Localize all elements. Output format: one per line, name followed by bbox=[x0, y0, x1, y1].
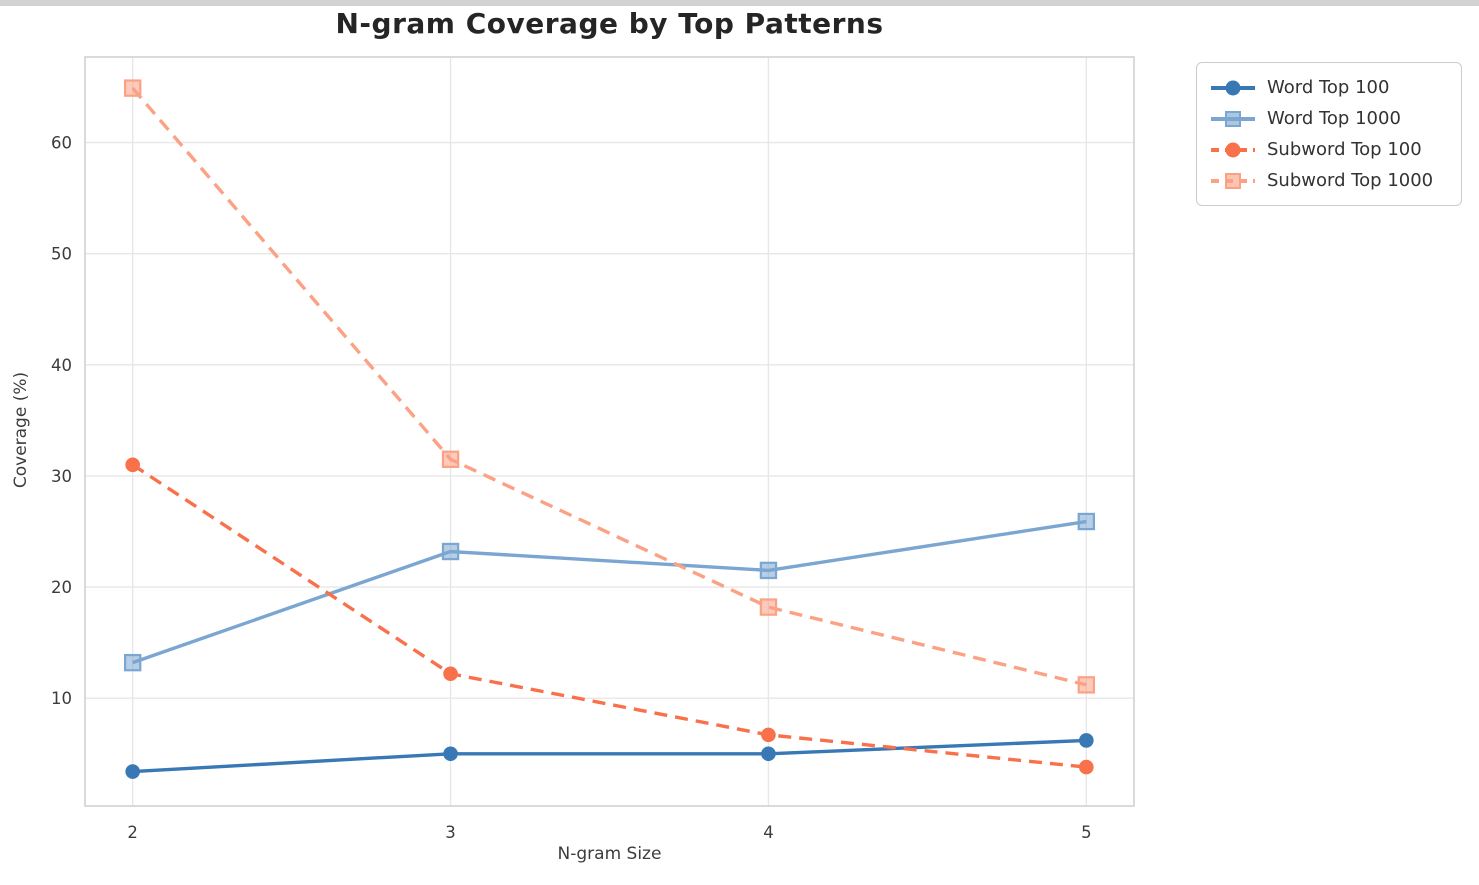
marker-word-top-1000-x4 bbox=[759, 561, 778, 580]
legend-item-subword-top-1000: Subword Top 1000 bbox=[1211, 167, 1447, 194]
legend-label: Word Top 1000 bbox=[1267, 108, 1401, 129]
legend-dashed-square-icon bbox=[1211, 172, 1255, 190]
y-tick-label-20: 20 bbox=[51, 578, 72, 597]
legend-label: Subword Top 100 bbox=[1267, 139, 1422, 160]
y-tick-label-40: 40 bbox=[51, 356, 72, 375]
marker-subword-top-100-x3 bbox=[443, 666, 458, 682]
x-tick-label-3: 3 bbox=[445, 823, 456, 842]
marker-subword-top-100-x4 bbox=[761, 727, 776, 743]
window-top-edge bbox=[0, 0, 1479, 6]
marker-word-top-100-x2 bbox=[125, 764, 140, 779]
marker-subword-top-1000-x4 bbox=[759, 598, 778, 616]
legend-solid-circle-icon bbox=[1211, 79, 1255, 97]
marker-subword-top-1000-x3 bbox=[441, 450, 460, 468]
y-axis-label: Coverage (%) bbox=[11, 371, 31, 489]
series-line-subword-top-100 bbox=[131, 463, 1087, 769]
legend-label: Word Top 100 bbox=[1267, 77, 1390, 98]
legend: Word Top 100 Word Top 1000 Subword Top 100… bbox=[1196, 62, 1462, 206]
marker-word-top-100-x3 bbox=[443, 746, 458, 762]
marker-subword-top-100-x2 bbox=[125, 457, 140, 473]
x-tick-label-2: 2 bbox=[127, 823, 138, 842]
legend-dashed-circle-icon bbox=[1211, 141, 1255, 159]
marker-word-top-1000-x3 bbox=[441, 542, 460, 561]
marker-subword-top-100-x5 bbox=[1079, 759, 1094, 775]
series-line-word-top-1000 bbox=[132, 519, 1087, 665]
legend-item-word-top-100: Word Top 100 bbox=[1211, 74, 1447, 101]
y-tick-label-30: 30 bbox=[51, 467, 72, 486]
legend-label: Subword Top 1000 bbox=[1267, 170, 1434, 191]
marker-subword-top-1000-x5 bbox=[1077, 676, 1096, 694]
series-line-word-top-100 bbox=[132, 738, 1087, 774]
y-tick-label-10: 10 bbox=[51, 689, 72, 708]
x-tick-label-4: 4 bbox=[763, 823, 774, 842]
x-axis-label: N-gram Size bbox=[557, 844, 662, 864]
marker-word-top-1000-x2 bbox=[123, 653, 142, 672]
marker-word-top-1000-x5 bbox=[1077, 512, 1096, 531]
legend-item-subword-top-100: Subword Top 100 bbox=[1211, 136, 1447, 163]
chart-title: N-gram Coverage by Top Patterns bbox=[335, 7, 884, 40]
series-line-subword-top-1000 bbox=[131, 87, 1087, 687]
legend-solid-square-icon bbox=[1211, 110, 1255, 128]
y-tick-label-60: 60 bbox=[51, 134, 72, 153]
marker-word-top-100-x4 bbox=[761, 746, 776, 762]
y-tick-label-50: 50 bbox=[51, 245, 72, 264]
legend-item-word-top-1000: Word Top 1000 bbox=[1211, 105, 1447, 132]
plot-border bbox=[84, 56, 1135, 807]
marker-word-top-100-x5 bbox=[1079, 733, 1094, 748]
x-tick-label-5: 5 bbox=[1081, 823, 1092, 842]
marker-subword-top-1000-x2 bbox=[123, 79, 142, 97]
